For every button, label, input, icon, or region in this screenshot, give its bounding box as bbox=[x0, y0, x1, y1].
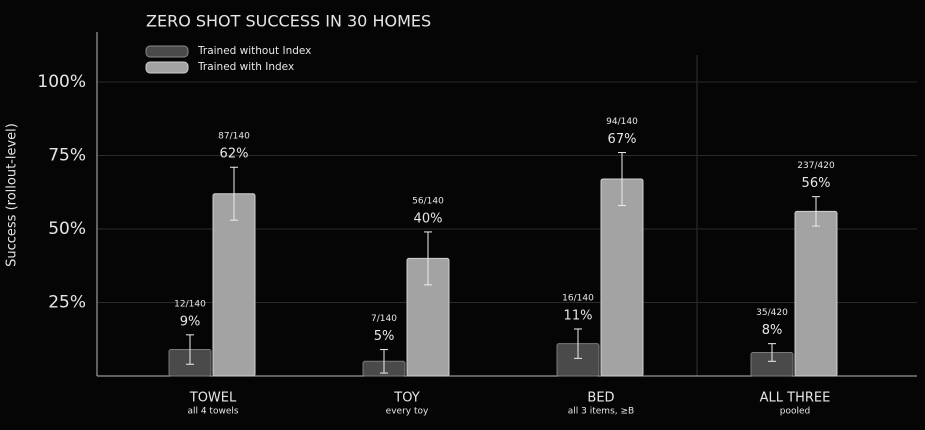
value-label: 40% bbox=[414, 211, 443, 226]
legend-swatch bbox=[145, 61, 189, 74]
x-tick-note: all 3 items, ≥B bbox=[568, 407, 634, 417]
x-tick-label: TOY bbox=[393, 391, 419, 406]
fraction-label: 12/140 bbox=[174, 299, 206, 309]
y-axis-label: Success (rollout-level) bbox=[5, 123, 20, 267]
x-tick-note: every toy bbox=[386, 407, 429, 417]
legend-swatch bbox=[145, 45, 189, 58]
x-tick-label: BED bbox=[587, 391, 614, 406]
y-tick-label: 50% bbox=[48, 219, 86, 239]
x-tick-note: all 4 towels bbox=[187, 407, 238, 417]
bar bbox=[794, 210, 838, 377]
chart-title: ZERO SHOT SUCCESS IN 30 HOMES bbox=[146, 12, 431, 31]
fraction-label: 237/420 bbox=[797, 161, 835, 171]
fraction-label: 94/140 bbox=[606, 117, 638, 127]
fraction-label: 16/140 bbox=[562, 293, 594, 303]
x-tick-label: TOWEL bbox=[189, 391, 237, 406]
legend-label: Trained with Index bbox=[197, 61, 294, 73]
y-tick-label: 100% bbox=[37, 72, 86, 92]
fraction-label: 7/140 bbox=[371, 314, 397, 324]
value-label: 8% bbox=[762, 323, 783, 338]
fraction-label: 35/420 bbox=[756, 308, 788, 318]
value-label: 5% bbox=[374, 329, 395, 344]
y-tick-label: 75% bbox=[48, 145, 86, 165]
x-tick-note: pooled bbox=[780, 407, 810, 417]
value-label: 9% bbox=[180, 314, 201, 329]
value-label: 67% bbox=[608, 132, 637, 147]
bar bbox=[212, 193, 256, 377]
fraction-label: 56/140 bbox=[412, 196, 444, 206]
x-tick-label: ALL THREE bbox=[760, 391, 831, 406]
y-tick-label: 25% bbox=[48, 292, 86, 312]
value-label: 11% bbox=[564, 308, 593, 323]
bar bbox=[600, 178, 644, 377]
legend-label: Trained without Index bbox=[197, 45, 311, 57]
value-label: 56% bbox=[802, 176, 831, 191]
fraction-label: 87/140 bbox=[218, 132, 250, 142]
value-label: 62% bbox=[220, 147, 249, 162]
